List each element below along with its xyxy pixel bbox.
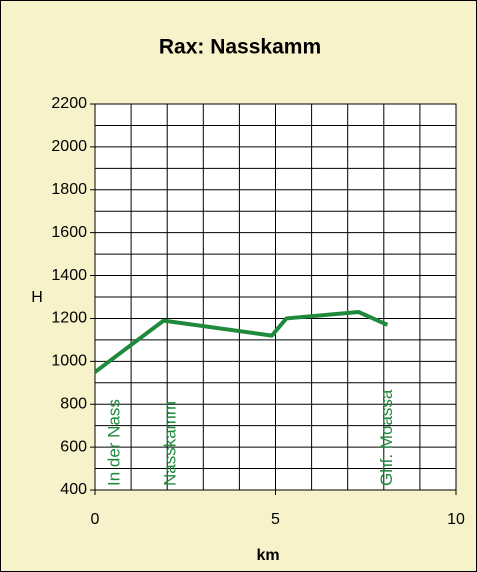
- x-tick-label: 0: [91, 511, 100, 528]
- x-tick-label: 5: [271, 511, 280, 528]
- x-axis-label: km: [256, 547, 279, 564]
- x-tick-label: 10: [447, 511, 465, 528]
- annotation: In der Nass: [104, 399, 123, 486]
- y-axis-label: H: [31, 289, 43, 306]
- y-tick-label: 1800: [51, 181, 87, 198]
- y-tick-label: 1600: [51, 224, 87, 241]
- y-tick-label: 600: [60, 438, 87, 455]
- chart-title: Rax: Nasskamm: [159, 36, 321, 59]
- y-tick-label: 800: [60, 395, 87, 412]
- y-tick-label: 2000: [51, 138, 87, 155]
- y-tick-label: 1200: [51, 310, 87, 327]
- annotation: Nasskamm: [160, 401, 179, 486]
- plot-border: [94, 103, 457, 491]
- annotation: Ghf. Moassa: [377, 389, 396, 486]
- line-series: [93, 310, 389, 374]
- y-tick-label: 2200: [51, 95, 87, 112]
- y-tick-label: 400: [60, 481, 87, 498]
- y-tick-label: 1000: [51, 353, 87, 370]
- y-tick-label: 1400: [51, 267, 87, 284]
